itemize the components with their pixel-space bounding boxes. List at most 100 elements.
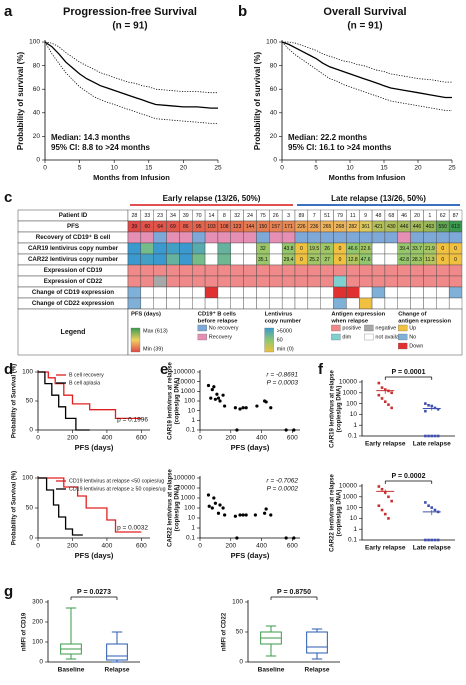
- heat-cell: [397, 231, 411, 244]
- heat-cell: [179, 231, 193, 244]
- patient-id: 28: [131, 213, 137, 219]
- legend-label: not available: [375, 334, 406, 340]
- heat-cell: [166, 231, 180, 244]
- heat-cell: [140, 253, 154, 266]
- legend-heading: antigen expression: [398, 319, 451, 325]
- heat-cell: [448, 275, 463, 288]
- data-point: [269, 406, 273, 410]
- data-point: [424, 501, 427, 504]
- legend-label: min (0): [277, 346, 294, 352]
- data-point: [433, 538, 437, 542]
- empty-cell: [281, 297, 296, 310]
- empty-cell: [179, 297, 193, 310]
- cell-value: 12.8: [348, 257, 358, 263]
- empty-cell: [217, 286, 231, 299]
- x-tick-label: 0: [198, 543, 202, 550]
- empty-cell: [217, 297, 231, 310]
- heat-cell: [204, 231, 219, 244]
- y-tick-label: 0.1: [186, 427, 195, 434]
- empty-cell: [153, 286, 167, 299]
- cell-value: 47.6: [361, 257, 371, 263]
- annotation: P = 0.8750: [277, 589, 311, 596]
- empty-cell: [410, 286, 424, 299]
- heat-cell: [384, 264, 398, 277]
- y-axis-label: CAR19 lentivirus at relapse: [330, 369, 336, 447]
- y-tick-label: 100: [32, 639, 43, 646]
- heat-cell: [217, 253, 231, 266]
- empty-cell: [140, 297, 154, 310]
- legend-label: Down: [409, 343, 423, 349]
- y-tick-label: 10000: [177, 378, 195, 385]
- cell-value: 0: [339, 257, 342, 263]
- data-point: [216, 511, 221, 515]
- data-point: [390, 406, 393, 410]
- box: [306, 631, 328, 654]
- y-tick-label: 100: [346, 504, 357, 511]
- y-tick-label: 300: [32, 599, 43, 606]
- empty-cell: [384, 297, 398, 310]
- x-tick-label: 400: [101, 435, 112, 442]
- heat-cell: [243, 264, 257, 277]
- heat-cell: [204, 264, 219, 277]
- empty-cell: [204, 297, 219, 310]
- empty-cell: [384, 242, 398, 255]
- y-axis-label: Probability of survival (%): [253, 52, 262, 151]
- cell-value: 19.5: [309, 246, 319, 252]
- patient-id: 9: [364, 213, 367, 219]
- y-tick-label: 100: [22, 475, 33, 482]
- legend-label: CD19 lentivirus at relapse ≥ 50 copies/u…: [69, 486, 166, 492]
- heat-cell: [179, 242, 193, 255]
- data-point: [233, 514, 237, 518]
- annotation: r = -0.7062: [266, 478, 298, 485]
- y-tick-label: 1: [191, 525, 195, 532]
- chart-title: Progression-free Survival: [63, 6, 197, 18]
- y-axis-label: Probability of survival (%): [16, 52, 25, 151]
- survival-curve: [38, 371, 90, 431]
- y-axis-label: nMFI of CD19: [22, 612, 28, 651]
- cell-value: 226: [297, 224, 306, 230]
- legend-heading: before relapse: [198, 319, 238, 325]
- heat-cell: [320, 264, 334, 277]
- data-point: [427, 538, 430, 542]
- data-point: [436, 407, 440, 411]
- x-tick-label: 5: [78, 165, 82, 172]
- cell-value: 28.3: [412, 257, 422, 263]
- data-point: [284, 428, 288, 432]
- cell-value: 22.6: [361, 246, 371, 252]
- y-tick-label: 200: [32, 619, 43, 626]
- patient-id: 75: [260, 213, 266, 219]
- patient-id: 51: [324, 213, 330, 219]
- group-label: Late relapse (13/26, 50%): [331, 194, 426, 203]
- data-point: [218, 503, 222, 507]
- cell-value: 32: [260, 246, 266, 252]
- cell-value: 0: [339, 246, 342, 252]
- cell-value: 0: [441, 257, 444, 263]
- data-point: [292, 536, 296, 540]
- legend-swatch: [331, 324, 341, 332]
- cell-value: 21.9: [425, 246, 435, 252]
- data-point: [427, 434, 430, 438]
- patient-id: 24: [247, 213, 253, 219]
- cell-value: 103: [207, 224, 216, 230]
- cell-value: 150: [259, 224, 268, 230]
- cell-value: 29.4: [284, 257, 294, 263]
- heat-cell: [333, 275, 347, 288]
- data-point: [238, 407, 242, 411]
- x-tick-label: 0: [43, 165, 47, 172]
- empty-cell: [140, 286, 154, 299]
- cell-value: 421: [374, 224, 383, 230]
- y-tick-label: 50: [26, 505, 34, 512]
- annotation: Median: 14.3 months: [51, 133, 131, 142]
- heat-cell: [448, 231, 463, 244]
- patient-id: 20: [414, 213, 420, 219]
- cell-value: 39: [132, 224, 138, 230]
- row-label: CAR19 lentivirus copy number: [28, 245, 119, 252]
- legend-label: No: [409, 334, 416, 340]
- patient-id: 62: [440, 213, 446, 219]
- x-axis-label: PFS (days): [75, 443, 114, 452]
- data-point: [424, 409, 427, 413]
- x-tick-label: 15: [145, 165, 153, 172]
- heat-cell: [179, 275, 193, 288]
- cell-value: 0: [441, 246, 444, 252]
- x-axis-label: PFS (days): [75, 551, 114, 560]
